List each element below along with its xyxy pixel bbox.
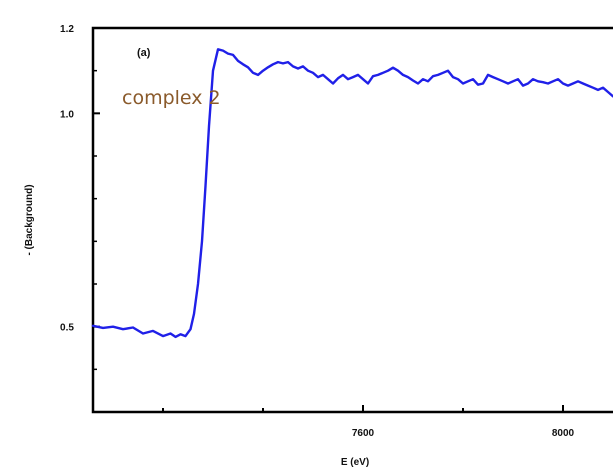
y-tick-label: 0.5 bbox=[60, 323, 74, 334]
x-tick-label: 8000 bbox=[552, 428, 575, 439]
y-tick-label: 1.2 bbox=[60, 24, 74, 35]
y-axis-title: - (Background) bbox=[24, 184, 35, 255]
panel-label: (a) bbox=[137, 47, 151, 59]
axes-frame bbox=[91, 26, 613, 414]
plot-area: 7600 8000 0.5 1.0 1.2 bbox=[60, 24, 613, 439]
x-tick-label: 7600 bbox=[352, 428, 375, 439]
y-ticks: 0.5 1.0 1.2 bbox=[60, 24, 100, 371]
x-ticks: 7600 8000 bbox=[162, 405, 575, 439]
y-tick-label: 1.0 bbox=[60, 109, 74, 120]
series-annotation: complex 2 bbox=[122, 87, 221, 109]
series-line-complex-2 bbox=[91, 48, 613, 339]
x-axis-title: E (eV) bbox=[341, 457, 369, 468]
